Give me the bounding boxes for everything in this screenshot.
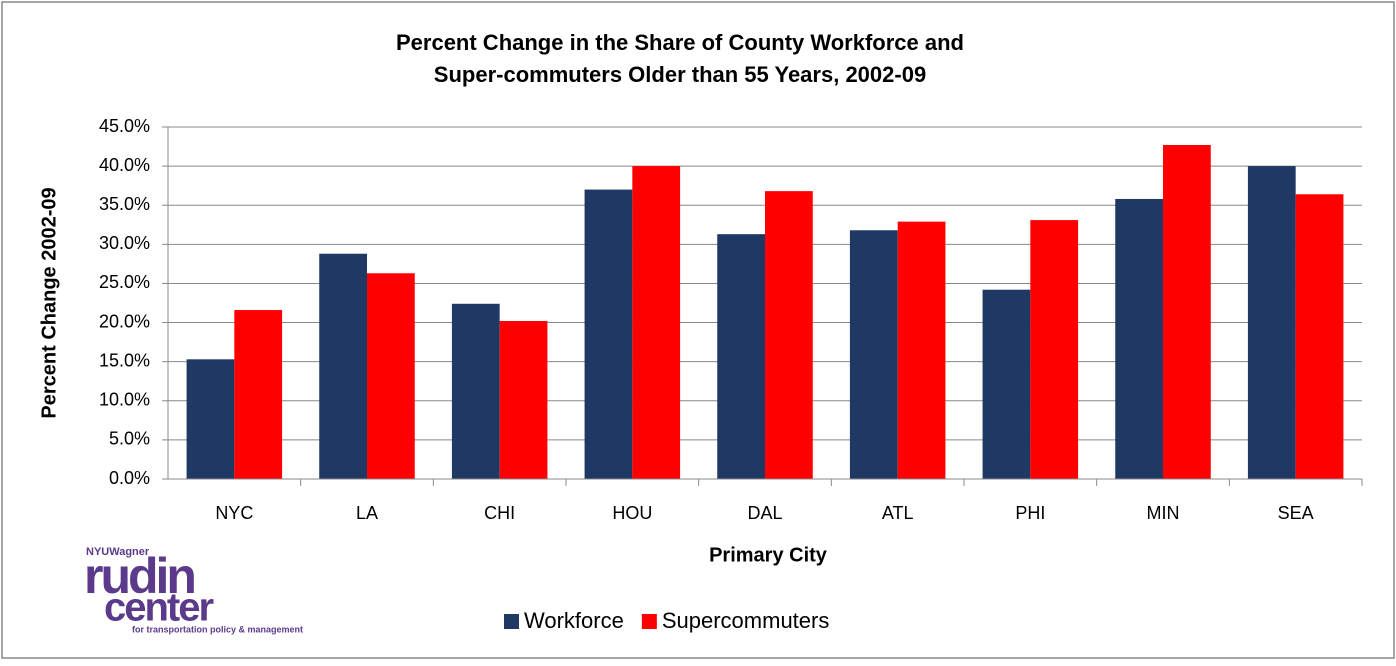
legend-swatch bbox=[504, 614, 519, 629]
bar bbox=[1295, 194, 1344, 479]
logo: NYUWagner rudin center for transportatio… bbox=[84, 546, 303, 634]
legend-swatch bbox=[641, 614, 657, 629]
logo-text: NYUWagner bbox=[86, 546, 150, 558]
bar bbox=[367, 273, 415, 479]
bar bbox=[1115, 198, 1163, 479]
bar bbox=[1247, 166, 1296, 479]
bar bbox=[717, 234, 765, 479]
bar bbox=[849, 230, 898, 479]
bar bbox=[1030, 220, 1079, 479]
bar bbox=[451, 303, 500, 479]
y-tick-label: 20.0% bbox=[99, 311, 150, 331]
x-axis-label: Primary City bbox=[709, 544, 828, 566]
y-axis-label: Percent Change 2002-09 bbox=[38, 187, 60, 418]
y-tick-label: 25.0% bbox=[99, 272, 150, 292]
x-tick-label: ATL bbox=[882, 503, 914, 523]
legend-label: Workforce bbox=[524, 608, 624, 633]
bar bbox=[632, 166, 681, 479]
bar bbox=[234, 310, 283, 479]
bar bbox=[765, 191, 813, 480]
y-tick-label: 0.0% bbox=[109, 468, 150, 488]
logo-text: center bbox=[104, 586, 213, 630]
y-tick-label: 40.0% bbox=[99, 155, 150, 175]
logo-text: rudin bbox=[84, 548, 194, 604]
bar bbox=[897, 221, 946, 479]
y-tick-label: 35.0% bbox=[99, 194, 150, 214]
x-tick-label: SEA bbox=[1278, 503, 1314, 523]
legend-label: Supercommuters bbox=[662, 608, 830, 633]
chart-title: Percent Change in the Share of County Wo… bbox=[396, 30, 964, 55]
x-tick-label: HOU bbox=[612, 503, 652, 523]
y-tick-label: 15.0% bbox=[99, 350, 150, 370]
chart-title: Super-commuters Older than 55 Years, 200… bbox=[434, 62, 926, 87]
bar bbox=[186, 359, 235, 479]
x-tick-label: PHI bbox=[1015, 503, 1045, 523]
x-tick-label: NYC bbox=[215, 503, 253, 523]
bar bbox=[499, 320, 548, 479]
bar bbox=[584, 189, 633, 480]
bar bbox=[319, 253, 367, 479]
x-tick-label: DAL bbox=[747, 503, 782, 523]
bar bbox=[1163, 144, 1211, 480]
x-tick-label: LA bbox=[356, 503, 378, 523]
x-tick-label: CHI bbox=[484, 503, 515, 523]
logo-text: for transportation policy & management bbox=[132, 624, 303, 634]
y-tick-label: 5.0% bbox=[109, 429, 150, 449]
bar bbox=[982, 289, 1031, 479]
y-tick-label: 45.0% bbox=[99, 116, 150, 136]
y-tick-label: 10.0% bbox=[99, 390, 150, 410]
x-tick-label: MIN bbox=[1147, 503, 1180, 523]
y-tick-label: 30.0% bbox=[99, 233, 150, 253]
